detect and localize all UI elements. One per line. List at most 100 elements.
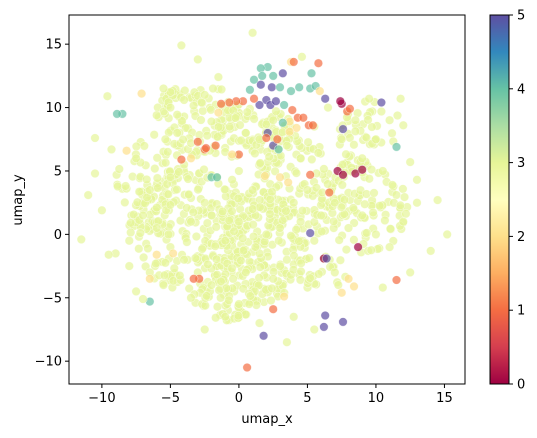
scatter-point [296, 153, 306, 163]
scatter-point [179, 255, 189, 265]
scatter-point [206, 116, 217, 127]
scatter-point [199, 164, 209, 175]
scatter-point [338, 124, 348, 134]
scatter-point [248, 28, 258, 38]
scatter-point [227, 149, 237, 160]
scatter-point [350, 115, 361, 125]
scatter-point [282, 141, 292, 151]
colorbar-tick-label: 2 [517, 230, 525, 245]
scatter-point [330, 198, 340, 208]
scatter-point [294, 236, 304, 246]
scatter-point [250, 242, 260, 252]
scatter-point [254, 318, 265, 328]
scatter-point [191, 231, 201, 242]
scatter-point [361, 189, 372, 199]
scatter-point [291, 168, 302, 178]
scatter-point [336, 202, 347, 212]
scatter-point [235, 120, 245, 130]
scatter-point [314, 269, 324, 279]
scatter-point [143, 243, 153, 253]
scatter-point [121, 146, 132, 156]
scatter-point [272, 134, 282, 144]
scatter-point [210, 241, 220, 251]
scatter-point [132, 197, 142, 207]
scatter-point [151, 259, 161, 269]
x-tick-label: 15 [436, 391, 453, 406]
scatter-point [160, 258, 170, 268]
scatter-point [405, 157, 415, 167]
scatter-point [343, 223, 354, 233]
scatter-point [189, 100, 199, 111]
scatter-point [268, 304, 278, 314]
scatter-point [291, 225, 301, 235]
scatter-point [76, 234, 86, 244]
scatter-point [169, 263, 179, 273]
scatter-point [309, 236, 319, 246]
scatter-point [349, 140, 359, 150]
scatter-point [319, 322, 329, 332]
colorbar-ticks: 0 1 2 3 4 5 [509, 9, 525, 393]
scatter-point [165, 102, 175, 113]
scatter-point [323, 102, 333, 113]
scatter-point [163, 229, 174, 240]
scatter-point [367, 122, 377, 132]
scatter-point [399, 192, 410, 202]
scatter-point [324, 187, 334, 198]
scatter-point [131, 286, 141, 297]
scatter-point [265, 209, 275, 219]
scatter-point [297, 52, 307, 62]
scatter-point [330, 267, 340, 278]
scatter-point [139, 252, 149, 262]
x-tick-label: −10 [88, 391, 115, 406]
scatter-point [363, 115, 373, 125]
scatter-point [317, 226, 327, 237]
scatter-point [152, 153, 162, 163]
scatter-point [398, 184, 408, 194]
scatter-point [135, 228, 145, 238]
scatter-point [259, 331, 269, 341]
scatter-point [322, 253, 332, 264]
scatter-point [264, 152, 274, 162]
scatter-point [255, 262, 265, 272]
scatter-point [145, 185, 155, 195]
scatter-point [261, 229, 271, 239]
scatter-point [211, 313, 221, 323]
scatter-point [182, 203, 192, 213]
scatter-point [150, 164, 160, 174]
scatter-point [227, 206, 237, 216]
scatter-point [260, 171, 270, 181]
scatter-point [172, 128, 182, 138]
scatter-point [211, 141, 221, 151]
scatter-point [274, 236, 284, 246]
scatter-point [229, 226, 239, 236]
scatter-point [316, 210, 326, 220]
scatter-point [220, 236, 230, 246]
scatter-point [227, 263, 237, 273]
x-tick-label: 5 [303, 391, 311, 406]
scatter-point [265, 194, 275, 204]
scatter-point [385, 115, 395, 125]
scatter-point [181, 123, 191, 133]
scatter-point [248, 204, 258, 214]
y-tick-label: −10 [35, 355, 62, 370]
scatter-point [349, 281, 359, 292]
scatter-point [378, 283, 388, 293]
scatter-point [200, 90, 210, 100]
scatter-point [286, 86, 296, 96]
scatter-point [255, 158, 265, 168]
scatter-point [213, 132, 223, 142]
scatter-point [305, 228, 315, 238]
scatter-point [361, 133, 372, 143]
scatter-point [186, 293, 196, 303]
scatter-point [126, 227, 136, 238]
scatter-point [248, 185, 258, 195]
scatter-point [172, 184, 182, 195]
scatter-point [320, 310, 330, 321]
scatter-point [228, 274, 238, 284]
scatter-point [163, 189, 173, 199]
scatter-point [211, 254, 222, 264]
scatter-point [357, 153, 367, 163]
scatter-point [212, 172, 222, 182]
scatter-point [357, 210, 367, 220]
scatter-point [206, 280, 217, 290]
